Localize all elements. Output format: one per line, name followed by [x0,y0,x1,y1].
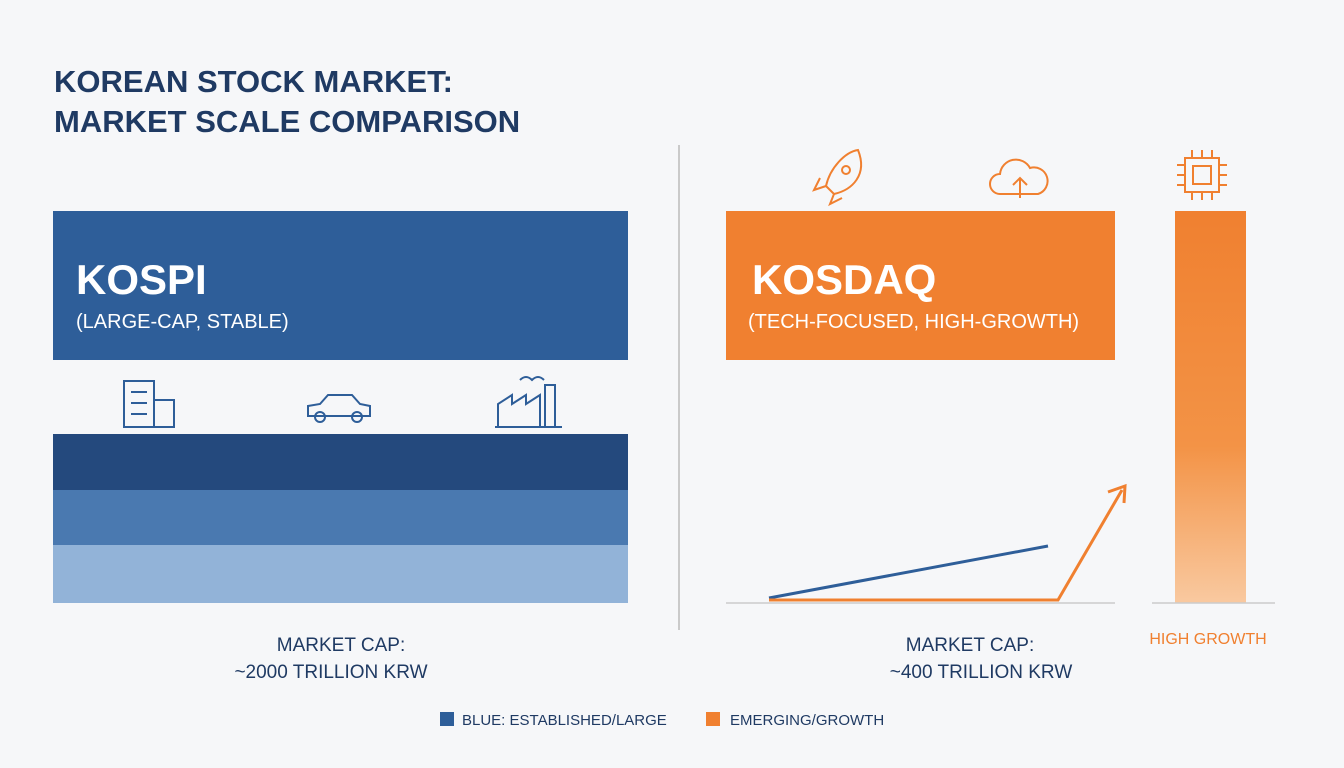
kospi-band [53,545,628,603]
trend-line [768,544,1049,600]
panel-name: KOSDAQ [752,256,936,303]
cap-value: ~400 TRILLION KRW [890,662,1073,683]
kospi-band [53,490,628,545]
kospi-header [53,211,628,360]
panel-description: (TECH-FOCUSED, HIGH-GROWTH) [748,311,1079,333]
cap-label: MARKET CAP: [277,635,405,656]
panel-description: (LARGE-CAP, STABLE) [76,311,289,333]
growth-bar [1175,211,1246,603]
legend-swatch [706,712,720,726]
kosdaq-header [726,211,1115,360]
factory-icon [495,376,562,428]
side-label: HIGH GROWTH [1149,631,1266,648]
legend-label: BLUE: ESTABLISHED/LARGE [462,712,667,729]
growth-arrow [769,483,1127,602]
chip-icon [1177,150,1227,200]
cap-label: MARKET CAP: [906,635,1034,656]
cap-value: ~2000 TRILLION KRW [234,662,427,683]
kospi-band [53,434,628,490]
title-line: MARKET SCALE COMPARISON [54,104,520,139]
building-icon [123,380,175,428]
legend-swatch [440,712,454,726]
panel-name: KOSPI [76,256,207,303]
title-line: KOREAN STOCK MARKET: [54,64,453,99]
rocket-icon [812,148,863,207]
legend-label: EMERGING/GROWTH [730,712,884,729]
cloud-icon [989,158,1049,198]
car-icon [307,394,371,423]
